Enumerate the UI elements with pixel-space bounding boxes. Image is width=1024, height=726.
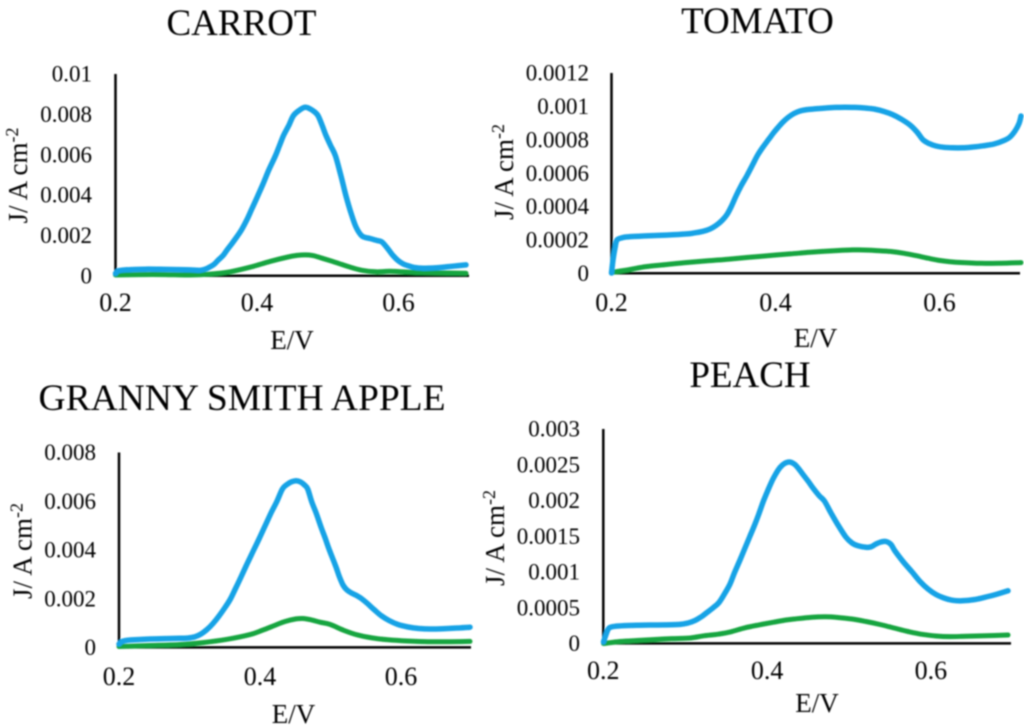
svg-text:E/V: E/V — [795, 688, 839, 718]
svg-text:0.0015: 0.0015 — [517, 524, 580, 549]
svg-text:0: 0 — [81, 263, 93, 288]
svg-text:0.0025: 0.0025 — [517, 452, 580, 477]
svg-text:0.2: 0.2 — [103, 662, 136, 691]
svg-text:0.003: 0.003 — [528, 417, 580, 442]
svg-text:0.0008: 0.0008 — [526, 127, 589, 152]
svg-text:0.002: 0.002 — [528, 488, 580, 513]
svg-text:0.004: 0.004 — [40, 183, 92, 208]
svg-text:0.2: 0.2 — [99, 288, 132, 317]
svg-text:TOMATO: TOMATO — [681, 1, 834, 42]
svg-text:CARROT: CARROT — [166, 3, 316, 44]
svg-text:E/V: E/V — [794, 323, 838, 353]
svg-text:0.6: 0.6 — [385, 662, 418, 691]
svg-text:0.004: 0.004 — [44, 538, 96, 563]
svg-text:0.0002: 0.0002 — [526, 228, 589, 253]
svg-text:0.0006: 0.0006 — [526, 161, 589, 186]
svg-text:GRANNY SMITH APPLE: GRANNY SMITH APPLE — [39, 378, 446, 419]
svg-text:0.001: 0.001 — [528, 560, 580, 585]
svg-text:0.4: 0.4 — [244, 662, 277, 691]
svg-text:0.0004: 0.0004 — [526, 194, 590, 219]
svg-text:J/ A cm-2: J/ A cm-2 — [479, 490, 510, 586]
svg-text:0.006: 0.006 — [44, 489, 96, 514]
svg-text:0.0012: 0.0012 — [526, 61, 589, 86]
svg-text:0.001: 0.001 — [537, 94, 589, 119]
svg-text:0.4: 0.4 — [241, 288, 274, 317]
svg-text:0.2: 0.2 — [587, 656, 620, 685]
svg-text:0.4: 0.4 — [751, 656, 784, 685]
svg-text:J/ A cm-2: J/ A cm-2 — [2, 127, 33, 223]
svg-text:0.6: 0.6 — [915, 656, 948, 685]
svg-text:0.008: 0.008 — [40, 102, 92, 127]
svg-text:J/ A cm-2: J/ A cm-2 — [488, 124, 519, 220]
svg-text:0.002: 0.002 — [40, 223, 92, 248]
svg-text:0.01: 0.01 — [52, 62, 92, 87]
svg-text:0: 0 — [569, 631, 581, 656]
svg-text:E/V: E/V — [270, 325, 314, 355]
svg-text:0: 0 — [578, 261, 590, 286]
svg-text:0.006: 0.006 — [40, 142, 92, 167]
svg-text:0.6: 0.6 — [923, 288, 956, 317]
svg-text:0.4: 0.4 — [759, 288, 792, 317]
svg-text:0.6: 0.6 — [382, 288, 415, 317]
svg-text:PEACH: PEACH — [689, 355, 810, 396]
svg-text:0.0005: 0.0005 — [517, 595, 580, 620]
svg-text:E/V: E/V — [272, 699, 316, 726]
svg-text:0.002: 0.002 — [44, 586, 96, 611]
svg-text:J/ A cm-2: J/ A cm-2 — [7, 503, 38, 599]
svg-text:0: 0 — [85, 635, 97, 660]
svg-text:0.2: 0.2 — [595, 288, 628, 317]
svg-text:0.008: 0.008 — [44, 440, 96, 465]
